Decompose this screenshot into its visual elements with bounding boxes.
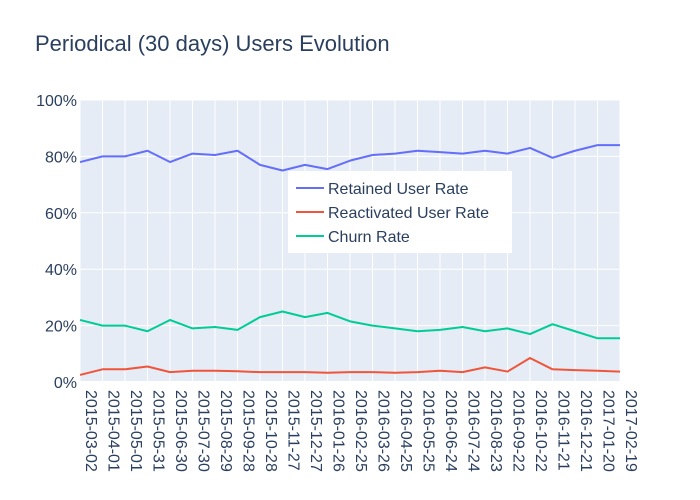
x-tick-label: 2016-08-23 [487,390,504,472]
legend-label-churn-rate[interactable]: Churn Rate [328,229,410,246]
x-tick-label: 2017-01-20 [600,390,617,472]
y-tick-label: 60% [45,206,77,223]
x-tick-label: 2015-09-28 [240,390,257,472]
x-tick-label: 2016-11-21 [555,390,572,471]
x-tick-label: 2016-06-24 [442,390,459,472]
y-tick-label: 40% [45,262,77,279]
x-tick-label: 2016-04-25 [397,390,414,472]
y-axis: 0% 20% 40% 60% 80% 100% [36,93,77,392]
x-tick-label: 2015-07-30 [195,390,212,472]
legend-label-retained-user-rate[interactable]: Retained User Rate [328,181,469,198]
x-tick-label: 2016-03-26 [375,390,392,472]
x-tick-label: 2015-10-28 [262,390,279,472]
x-tick-label: 2016-12-21 [577,390,594,472]
x-axis: 2015-03-02 2015-04-01 2015-05-01 2015-05-31… [82,390,639,472]
legend-label-reactivated-user-rate[interactable]: Reactivated User Rate [328,205,489,222]
x-tick-label: 2015-08-29 [217,390,234,472]
y-tick-label: 100% [36,93,77,110]
y-tick-label: 20% [45,319,77,336]
chart-title: Periodical (30 days) Users Evolution [35,31,390,56]
series-line-retained-user-rate [79,144,620,172]
x-tick-label: 2015-03-02 [82,390,99,472]
series-line-churn-rate [79,310,620,340]
x-tick-label: 2015-11-27 [285,390,302,471]
x-tick-label: 2016-07-24 [465,390,482,472]
x-tick-label: 2015-05-31 [150,390,167,472]
x-tick-label: 2015-04-01 [105,390,122,472]
series-line-reactivated-user-rate [79,357,621,376]
x-tick-label: 2015-12-27 [307,390,324,472]
x-tick-label: 2016-02-25 [352,390,369,472]
x-tick-label: 2015-06-30 [172,390,189,472]
x-tick-label: 2016-01-26 [330,390,347,472]
x-tick-label: 2016-09-22 [510,390,527,472]
x-tick-label: 2016-10-22 [532,390,549,472]
x-tick-label: 2015-05-01 [127,390,144,472]
legend-box [288,171,512,253]
y-tick-label: 80% [45,149,77,166]
x-tick-label: 2016-05-25 [420,390,437,472]
x-tick-label: 2017-02-19 [622,390,639,472]
legend[interactable]: Retained User Rate Reactivated User Rate C… [288,171,512,253]
series-lines [79,144,621,376]
y-tick-label: 0% [54,375,77,392]
